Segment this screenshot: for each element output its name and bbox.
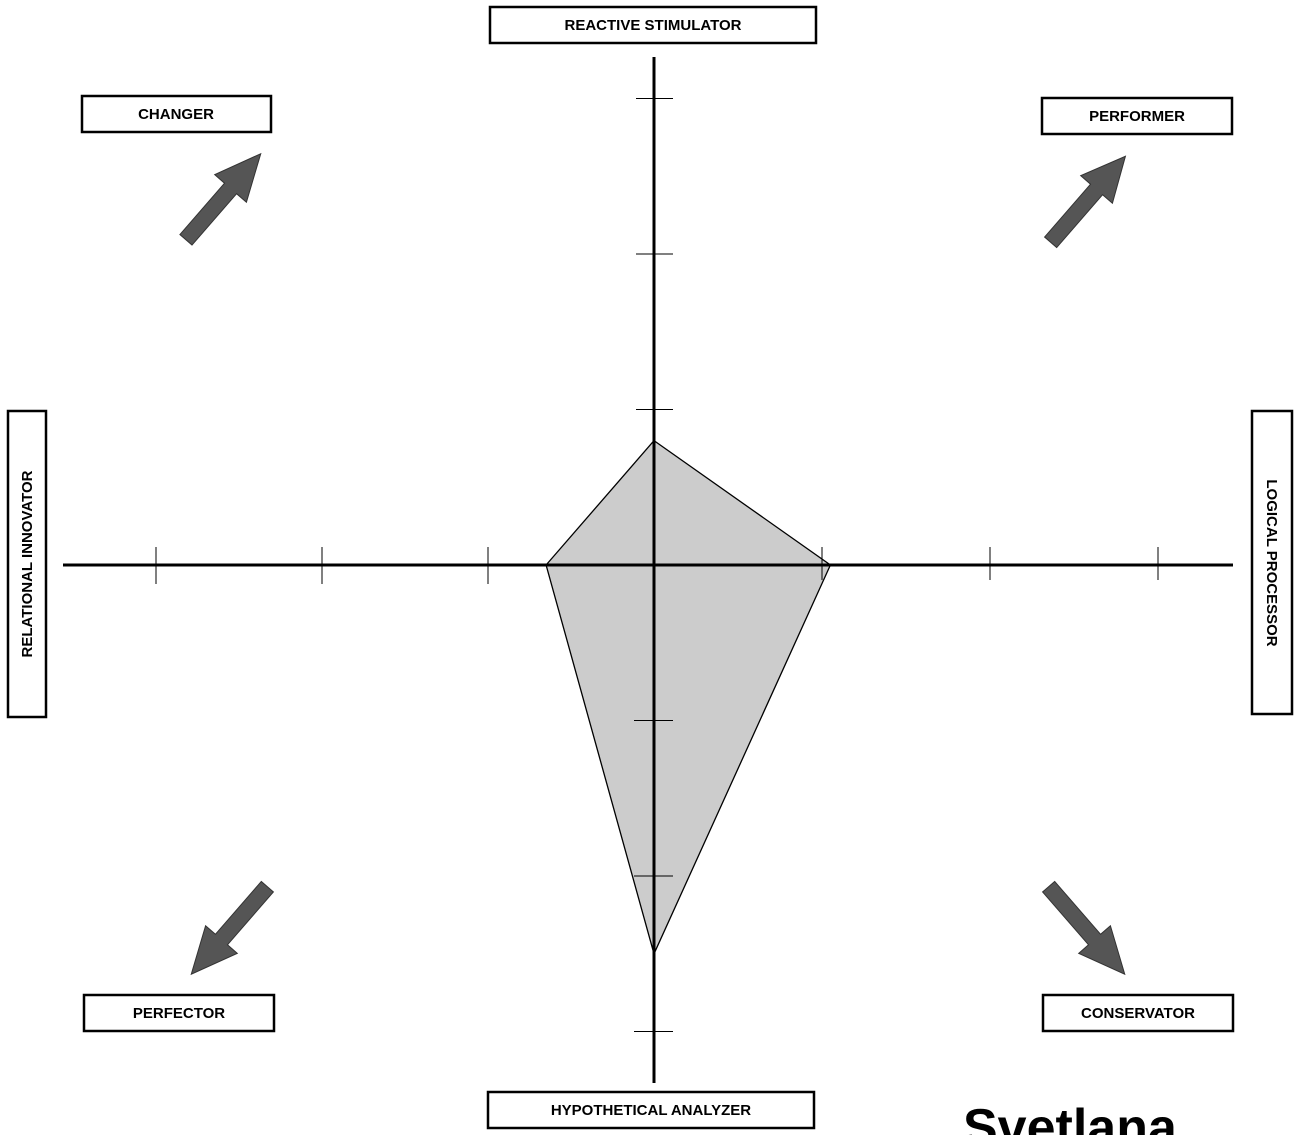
label-bottom-text: HYPOTHETICAL ANALYZER	[551, 1102, 751, 1119]
label-performer: PERFORMER	[1040, 96, 1234, 136]
label-bottom-left-text: PERFECTOR	[133, 1005, 225, 1022]
label-hypothetical-analyzer: HYPOTHETICAL ANALYZER	[486, 1090, 816, 1130]
label-bottom-right-text: CONSERVATOR	[1081, 1005, 1195, 1022]
label-perfector: PERFECTOR	[82, 993, 276, 1033]
person-name: Svetlana	[963, 1099, 1178, 1135]
label-top-left-text: CHANGER	[138, 106, 214, 123]
label-reactive-stimulator: REACTIVE STIMULATOR	[488, 5, 818, 45]
label-conservator: CONSERVATOR	[1041, 993, 1235, 1033]
arrow-conservator-icon	[1041, 880, 1126, 976]
arrow-changer-icon	[179, 152, 262, 246]
profile-shape	[545, 439, 832, 956]
axis-ticks	[155, 98, 1159, 1032]
label-top-text: REACTIVE STIMULATOR	[565, 17, 742, 34]
label-top-right-text: PERFORMER	[1089, 108, 1185, 125]
arrow-performer-icon	[1043, 155, 1127, 249]
arrow-perfector-icon	[190, 880, 275, 976]
label-logical-processor: LOGICAL PROCESSOR	[1250, 409, 1294, 716]
label-right-text: LOGICAL PROCESSOR	[1263, 479, 1280, 646]
label-changer: CHANGER	[80, 94, 273, 134]
label-left-text: RELATIONAL INNOVATOR	[19, 470, 36, 657]
label-relational-innovator: RELATIONAL INNOVATOR	[6, 409, 48, 719]
